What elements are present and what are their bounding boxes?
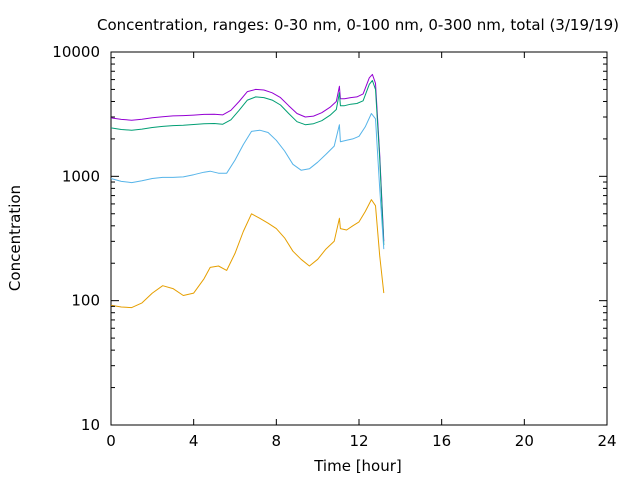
plot-border: [110, 51, 608, 426]
series-line-3: [110, 113, 385, 250]
x-tick-label: 0: [106, 432, 116, 450]
x-tick-label: 8: [272, 432, 282, 450]
y-tick-label: 100: [71, 292, 100, 310]
x-tick-label: 20: [515, 432, 534, 450]
series-line-4: [110, 199, 385, 309]
series-layer: [110, 73, 385, 309]
y-tick-label: 1000: [62, 167, 100, 185]
chart-title: Concentration, ranges: 0-30 nm, 0-100 nm…: [97, 16, 619, 34]
x-axis-label: Time [hour]: [313, 457, 402, 475]
x-tick-label: 16: [432, 432, 451, 450]
x-tick-label: 12: [349, 432, 368, 450]
x-tick-label: 24: [597, 432, 616, 450]
series-line-1: [110, 73, 385, 242]
y-axis-label: Concentration: [6, 185, 24, 291]
plot-frame: [110, 51, 608, 426]
ticks-layer: 0 4 8 12 16 20 24 10 100 1000 10000: [52, 43, 616, 450]
series-line-2: [110, 80, 385, 246]
y-tick-label: 10000: [52, 43, 100, 61]
y-tick-label: 10: [81, 416, 100, 434]
x-tick-label: 4: [189, 432, 199, 450]
